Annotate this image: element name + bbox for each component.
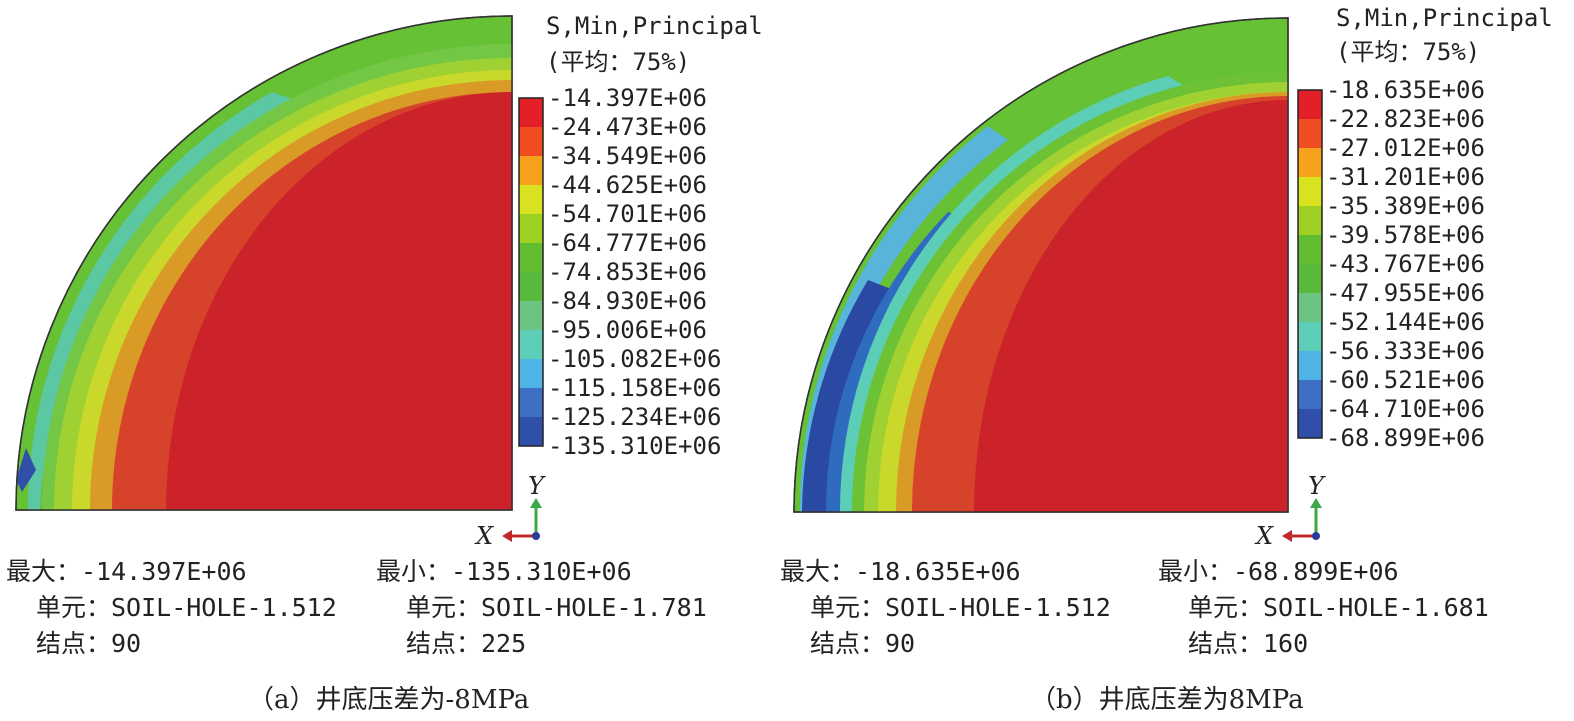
contour-plot-a (15, 15, 513, 511)
axis-y-label-a: Y (528, 472, 546, 500)
legend-level: -115.158E+06 (548, 374, 721, 402)
legend-level: -74.853E+06 (548, 258, 707, 286)
axis-triad-a: Y X (474, 472, 546, 550)
max-value-b: 最大：-18.635E+06 (780, 557, 1021, 586)
min-node-a: 结点：225 (406, 629, 526, 658)
legend-level: -135.310E+06 (548, 432, 721, 460)
legend-level: -43.767E+06 (1326, 250, 1485, 278)
max-value-a: 最大：-14.397E+06 (6, 557, 247, 586)
legend-title-a: S,Min,Principal (546, 12, 763, 40)
legend-level: -54.701E+06 (548, 200, 707, 228)
legend-level: -35.389E+06 (1326, 192, 1485, 220)
legend-level: -105.082E+06 (548, 345, 721, 373)
outline (15, 15, 513, 511)
legend-labels-b: -18.635E+06 -22.823E+06 -27.012E+06 -31.… (1326, 76, 1485, 452)
band-core-red (974, 100, 1288, 512)
legend-level: -52.144E+06 (1326, 308, 1485, 336)
axis-x-label-a: X (474, 522, 494, 550)
legend-level: -47.955E+06 (1326, 279, 1485, 307)
legend-title-b: S,Min,Principal (1336, 4, 1553, 32)
legend-bar-a (518, 97, 544, 447)
outline (793, 17, 1289, 513)
max-node-a: 结点：90 (36, 629, 141, 658)
band-blue (825, 212, 968, 512)
band-core-red (166, 92, 512, 510)
legend-level: -60.521E+06 (1326, 366, 1485, 394)
legend-level: -44.625E+06 (548, 171, 707, 199)
legend-subtitle-a: (平均：75%) (546, 48, 690, 76)
legend-subtitle-b: (平均：75%) (1336, 38, 1480, 66)
axis-y-label-b: Y (1308, 472, 1326, 500)
legend-level: -27.012E+06 (1326, 134, 1485, 162)
legend-level: -95.006E+06 (548, 316, 707, 344)
legend-level: -84.930E+06 (548, 287, 707, 315)
legend-level: -56.333E+06 (1326, 337, 1485, 365)
min-value-b: 最小：-68.899E+06 (1158, 557, 1399, 586)
legend-level: -64.710E+06 (1326, 395, 1485, 423)
panel-a: S,Min,Principal (平均：75%) -14.397E+06 -24… (6, 12, 763, 715)
caption-b: （b）井底压差为8MPa (1030, 685, 1304, 715)
axis-x-label-b: X (1254, 522, 1274, 550)
min-spot (16, 448, 36, 492)
legend-labels-a: -14.397E+06 -24.473E+06 -34.549E+06 -44.… (548, 84, 721, 460)
panel-b: S,Min,Principal (平均：75%) -18.635E+06 -22… (780, 4, 1553, 715)
legend-bar-b (1297, 89, 1323, 439)
max-element-a: 单元：SOIL-HOLE-1.512 (36, 593, 337, 622)
legend-level: -39.578E+06 (1326, 221, 1485, 249)
legend-level: -18.635E+06 (1326, 76, 1485, 104)
max-element-b: 单元：SOIL-HOLE-1.512 (810, 593, 1111, 622)
legend-level: -64.777E+06 (548, 229, 707, 257)
max-node-b: 结点：90 (810, 629, 915, 658)
legend-level: -31.201E+06 (1326, 163, 1485, 191)
min-node-b: 结点：160 (1188, 629, 1308, 658)
legend-level: -24.473E+06 (548, 113, 707, 141)
band-teal (27, 92, 312, 510)
min-element-a: 单元：SOIL-HOLE-1.781 (406, 593, 707, 622)
band-light-blue (799, 126, 1008, 512)
min-element-b: 单元：SOIL-HOLE-1.681 (1188, 593, 1489, 622)
caption-a: （a）井底压差为-8MPa (248, 685, 529, 715)
legend-level: -22.823E+06 (1326, 105, 1485, 133)
contour-plot-b (793, 17, 1289, 513)
band-navy (802, 280, 894, 512)
legend-level: -125.234E+06 (548, 403, 721, 431)
legend-level: -34.549E+06 (548, 142, 707, 170)
min-value-a: 最小：-135.310E+06 (376, 557, 632, 586)
axis-triad-b: Y X (1254, 472, 1326, 550)
legend-level: -68.899E+06 (1326, 424, 1485, 452)
legend-level: -14.397E+06 (548, 84, 707, 112)
